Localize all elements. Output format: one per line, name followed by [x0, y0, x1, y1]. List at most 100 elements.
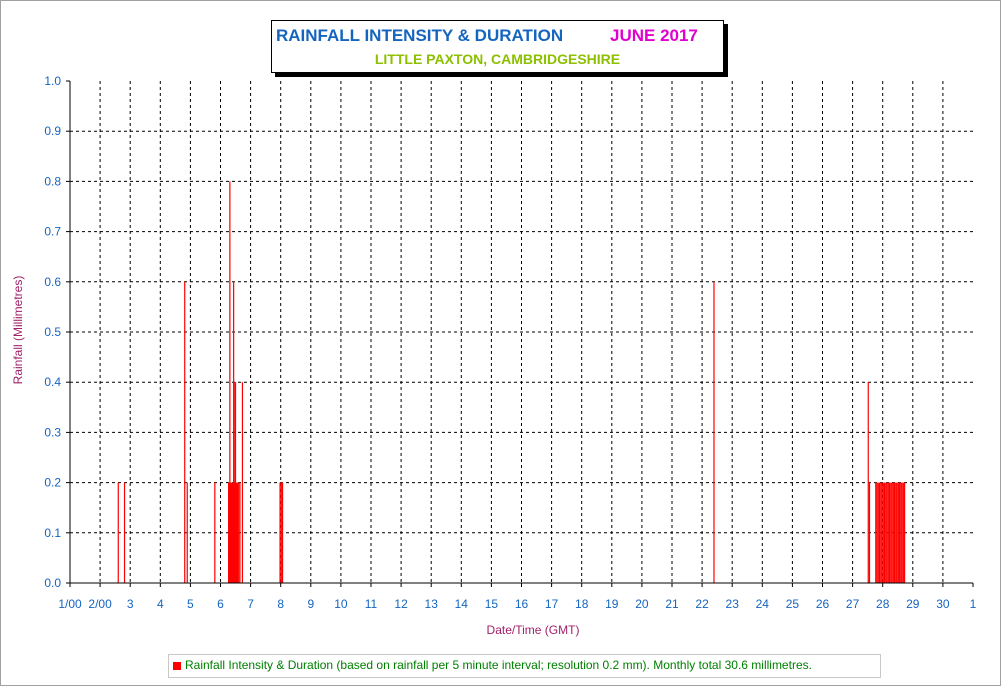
x-tick-label: 9 — [307, 597, 314, 611]
rainfall-bar — [123, 482, 126, 583]
x-tick-label: 30 — [936, 597, 950, 611]
rainfall-bar — [868, 482, 871, 583]
bars — [117, 181, 906, 583]
rainfall-bar — [900, 482, 902, 583]
x-tick-label: 1 — [970, 597, 977, 611]
x-tick-label: 1/00 — [58, 597, 82, 611]
x-tick-label: 7 — [247, 597, 254, 611]
rainfall-bar — [228, 482, 230, 583]
x-tick-labels: 1/00 2/00 3 4 5 6 7 8 9 10 11 12 13 14 15 16 17 18 19 20 21 2… — [58, 597, 976, 611]
rainfall-bar — [184, 281, 186, 583]
x-tick-label: 23 — [726, 597, 740, 611]
y-tick-label: 0.0 — [44, 576, 61, 590]
x-tick-label: 8 — [277, 597, 284, 611]
rainfall-bar — [238, 482, 240, 583]
y-tick-label: 0.1 — [44, 526, 61, 540]
rainfall-bar — [233, 281, 235, 583]
x-tick-label: 2/00 — [88, 597, 112, 611]
rainfall-bar — [885, 482, 887, 583]
x-tick-label: 27 — [846, 597, 860, 611]
rainfall-bar — [230, 482, 232, 583]
rainfall-bar — [234, 382, 236, 583]
rainfall-bar — [876, 482, 878, 583]
rainfall-bar — [886, 482, 888, 583]
y-axis-label: Rainfall (Millimetres) — [11, 275, 25, 385]
rainfall-bar — [235, 482, 237, 583]
chart-month: JUNE 2017 — [610, 26, 698, 45]
rainfall-bar — [713, 281, 715, 583]
x-tick-label: 12 — [394, 597, 408, 611]
rainfall-bar — [229, 482, 232, 583]
axes — [66, 80, 974, 587]
rainfall-bar — [897, 482, 899, 583]
x-tick-label: 4 — [157, 597, 164, 611]
y-tick-labels: 0.0 0.1 0.2 0.3 0.4 0.5 0.6 0.7 0.8 0.9 1.0 — [44, 74, 61, 590]
rainfall-bar — [234, 382, 237, 583]
rainfall-bar — [236, 482, 238, 583]
y-tick-label: 0.6 — [44, 275, 61, 289]
title-box: RAINFALL INTENSITY & DURATION JUNE 2017 … — [271, 20, 724, 73]
x-tick-label: 14 — [455, 597, 469, 611]
x-tick-label: 17 — [545, 597, 559, 611]
legend-text: Rainfall Intensity & Duration (based on … — [185, 658, 812, 672]
rainfall-bar — [186, 482, 188, 583]
x-tick-label: 25 — [786, 597, 800, 611]
rainfall-bar — [902, 482, 904, 583]
rainfall-bar — [229, 181, 231, 583]
y-tick-label: 0.8 — [44, 174, 61, 188]
rainfall-bar — [280, 482, 282, 583]
rainfall-bar — [867, 382, 869, 583]
rainfall-bar — [888, 482, 891, 583]
rainfall-bar — [231, 482, 233, 583]
grid — [70, 81, 973, 583]
x-tick-label: 19 — [605, 597, 619, 611]
x-tick-label: 18 — [575, 597, 589, 611]
x-tick-label: 3 — [127, 597, 134, 611]
rainfall-bar — [904, 482, 906, 583]
x-tick-label: 26 — [816, 597, 830, 611]
rainfall-bar — [880, 482, 882, 583]
rainfall-bar — [899, 482, 901, 583]
y-tick-label: 0.7 — [44, 225, 61, 239]
rainfall-bar — [877, 482, 879, 583]
x-tick-label: 13 — [425, 597, 439, 611]
rainfall-bar — [241, 382, 244, 583]
rainfall-bar — [214, 482, 216, 583]
rainfall-bar — [117, 482, 119, 583]
rainfall-bar — [236, 482, 239, 583]
rainfall-bar — [279, 482, 281, 583]
rainfall-bar — [231, 482, 233, 583]
x-tick-label: 6 — [217, 597, 224, 611]
x-tick-label: 22 — [695, 597, 709, 611]
rainfall-bar — [887, 482, 889, 583]
rainfall-bar — [239, 482, 241, 583]
x-tick-label: 20 — [635, 597, 649, 611]
rainfall-bar — [281, 482, 284, 583]
rainfall-bar — [228, 482, 230, 583]
chart-subtitle: LITTLE PAXTON, CAMBRIDGESHIRE — [374, 51, 621, 67]
chart-title: RAINFALL INTENSITY & DURATION — [276, 26, 564, 45]
rainfall-bar — [891, 482, 893, 583]
x-tick-label: 16 — [515, 597, 529, 611]
y-tick-label: 0.9 — [44, 124, 61, 138]
rainfall-bar — [893, 482, 896, 583]
x-tick-label: 24 — [756, 597, 770, 611]
y-tick-label: 0.5 — [44, 325, 61, 339]
rainfall-bar — [881, 482, 883, 583]
x-tick-label: 11 — [365, 597, 378, 611]
rainfall-bar — [895, 482, 897, 583]
x-tick-label: 29 — [906, 597, 920, 611]
y-tick-label: 1.0 — [44, 74, 61, 88]
rainfall-bar — [896, 482, 898, 583]
legend-swatch — [173, 662, 181, 670]
rainfall-bar — [233, 482, 235, 583]
x-tick-label: 10 — [334, 597, 348, 611]
rainfall-bar — [883, 482, 886, 583]
y-tick-label: 0.4 — [44, 375, 61, 389]
x-tick-label: 5 — [187, 597, 194, 611]
x-axis-label: Date/Time (GMT) — [486, 623, 580, 637]
rainfall-bar — [878, 482, 881, 583]
rainfall-bar — [882, 482, 884, 583]
x-tick-label: 15 — [485, 597, 499, 611]
